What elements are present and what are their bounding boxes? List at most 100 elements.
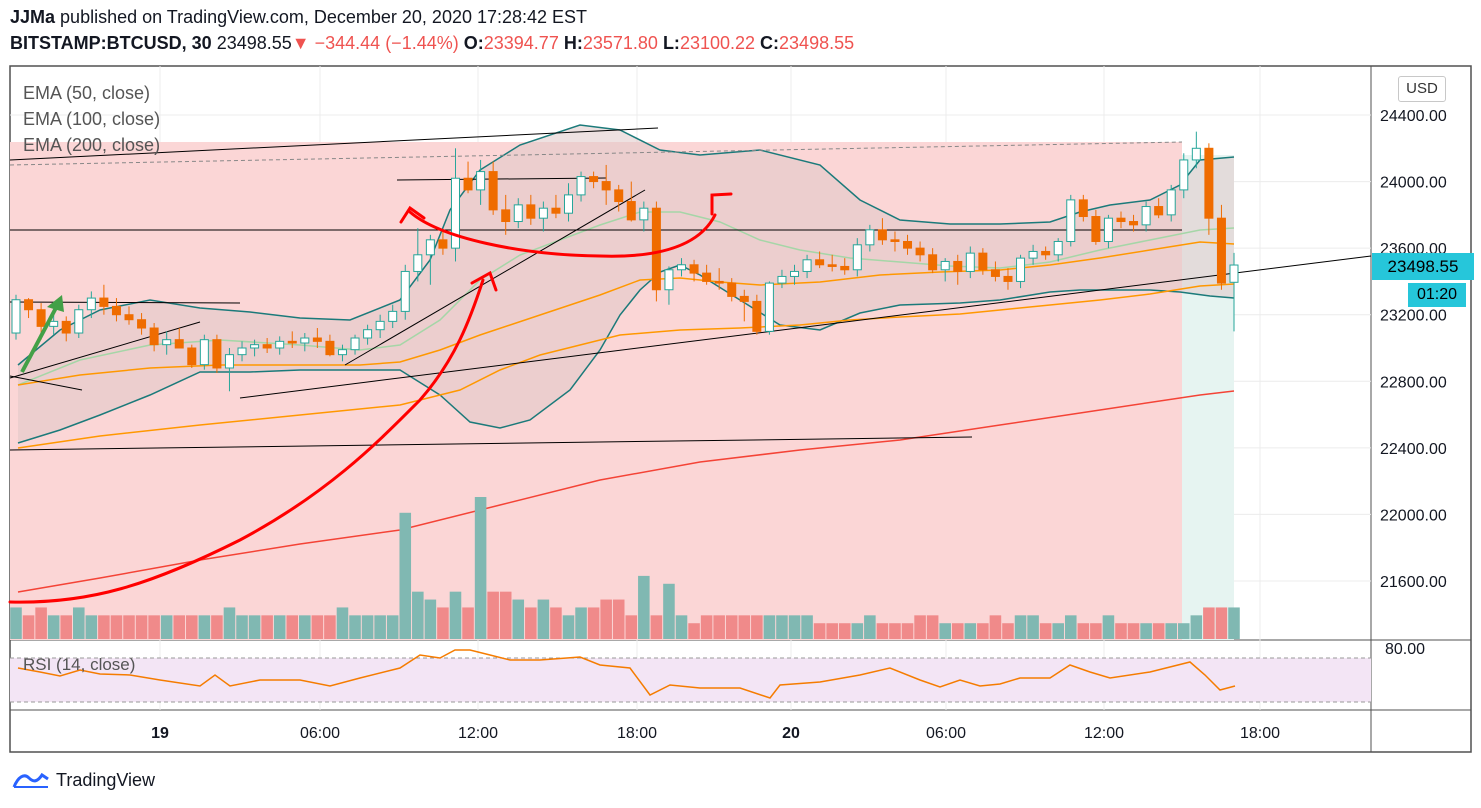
volume-bar (85, 615, 98, 639)
candle-body (287, 340, 297, 344)
volume-bar (1090, 623, 1102, 639)
volume-bar (1203, 607, 1215, 639)
symbol-label: BITSTAMP:BTCUSD, 30 (10, 33, 212, 53)
volume-bar (1228, 607, 1240, 639)
ema-50-label[interactable]: EMA (50, close) (23, 83, 151, 103)
candle-body (626, 201, 636, 221)
volume-bar (838, 623, 851, 639)
last-price-tag: 23498.55 (1372, 253, 1474, 280)
volume-bar (738, 615, 751, 639)
rsi-label[interactable]: RSI (14, close) (23, 655, 136, 674)
trend-line-top (9, 127, 659, 161)
volume-bar (198, 615, 211, 639)
volume-bar (901, 623, 914, 639)
volume-bar (47, 615, 60, 639)
high-value: 23571.80 (582, 33, 658, 53)
volume-bar (60, 615, 73, 639)
red-curve-annotation (8, 278, 485, 604)
volume-bar (788, 615, 801, 639)
candle-body (24, 299, 34, 311)
candle-body (187, 347, 197, 366)
currency-button[interactable]: USD (1398, 76, 1446, 102)
candle-body (1053, 240, 1063, 256)
bollinger-lower (17, 264, 1235, 444)
candle-body (689, 264, 699, 274)
volume-bar (889, 623, 901, 639)
candle-body (224, 354, 234, 369)
volume-bar (349, 615, 361, 639)
candle-body (1078, 199, 1088, 218)
trend-line-left (9, 321, 201, 379)
time-tick-label: 20 (782, 725, 800, 742)
green-arrow-icon (47, 295, 64, 312)
volume-bar (273, 615, 286, 639)
volume-bar (361, 615, 374, 639)
time-tick-label: 18:00 (1240, 725, 1280, 742)
candle-body (965, 252, 975, 272)
candle-body (425, 239, 435, 256)
candle-body (275, 340, 285, 349)
candle-body (137, 319, 147, 329)
candle-body (36, 309, 46, 327)
volume-bar (1165, 623, 1177, 639)
horizontal-short (9, 301, 241, 304)
trend-line-bottom (9, 436, 973, 451)
price-tick-label: 22400.00 (1380, 441, 1447, 458)
candle-body (212, 339, 222, 369)
candle-body (576, 176, 586, 196)
volume-bar (98, 615, 110, 639)
candle-body (1003, 275, 1013, 282)
volume-bar (1152, 623, 1165, 639)
candle-body (99, 297, 109, 307)
volume-bar (10, 607, 22, 639)
red-arc-annotation (408, 210, 717, 258)
price-tick-label: 21600.00 (1380, 574, 1447, 591)
candle-body (61, 320, 71, 334)
trend-line-channel (344, 189, 646, 366)
ema-200-label[interactable]: EMA (200, close) (23, 135, 161, 155)
candle-body (890, 239, 900, 242)
candle-body (1154, 206, 1164, 216)
candle-body (651, 207, 661, 291)
candle-body (11, 299, 21, 334)
green-arrow-annotation (20, 295, 64, 373)
volume-bar (424, 599, 437, 639)
red-arrowhead-icon (470, 270, 498, 292)
candle-body (86, 297, 96, 311)
volume-bar (437, 607, 449, 639)
candle-body (363, 329, 373, 339)
price-axis[interactable]: 24400.0024000.0023600.0023200.0022800.00… (1380, 108, 1447, 591)
volume-bar (801, 615, 813, 639)
candle-body (614, 189, 624, 203)
volume-bars (10, 497, 1240, 639)
author-name[interactable]: JJMa (10, 7, 56, 27)
volume-bar (964, 623, 977, 639)
candle-body (639, 207, 649, 221)
volume-bar (1027, 615, 1039, 639)
volume-bar (386, 615, 399, 639)
trend-line-support (239, 255, 1372, 399)
ema-100-label[interactable]: EMA (100, close) (23, 109, 161, 129)
candle-body (463, 177, 473, 191)
candle-body (124, 314, 134, 321)
volume-bar (1014, 615, 1027, 639)
close-value: 23498.55 (779, 33, 855, 53)
candle-body (413, 254, 423, 272)
candle-body (940, 260, 950, 271)
candle-body (1066, 199, 1076, 242)
tradingview-logo-icon (12, 772, 49, 788)
candle-body (551, 207, 561, 214)
candle-body (802, 259, 812, 272)
trend-lines (9, 127, 1372, 451)
volume-bar (22, 615, 35, 639)
time-axis[interactable]: 19 06:00 12:00 18:00 20 06:00 12:00 18:00 (151, 725, 1280, 742)
volume-bar (813, 623, 826, 639)
volume-bar (1190, 615, 1203, 639)
volume-bar (1215, 607, 1228, 639)
low-label: L: (662, 33, 680, 53)
red-arc-arrow-right-icon (710, 192, 733, 216)
tradingview-brand[interactable]: TradingView (12, 769, 155, 791)
candle-body (563, 194, 573, 214)
price-tick-label: 23200.00 (1380, 308, 1447, 325)
